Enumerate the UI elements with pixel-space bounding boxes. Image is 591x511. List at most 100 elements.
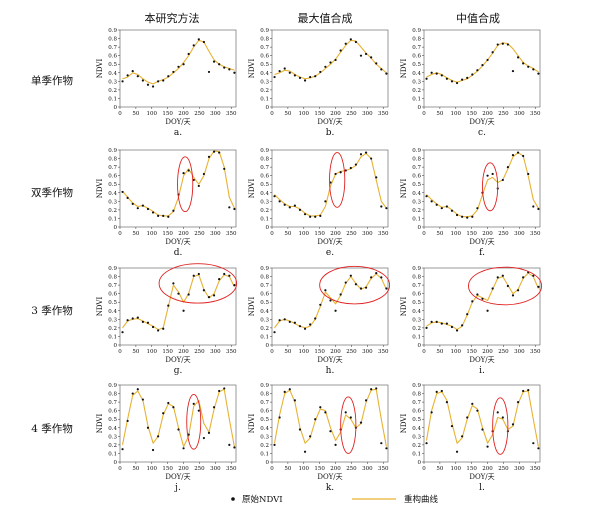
plot-frame [271,267,389,346]
y-tick-label: 0.9 [108,148,117,154]
raw-ndvi-point [466,416,469,419]
y-tick-label: 0.4 [412,309,421,315]
raw-ndvi-point [370,276,373,279]
raw-ndvi-point [466,216,469,219]
x-axis-label: DOY/天 [469,473,494,481]
raw-ndvi-point [339,293,342,296]
y-tick-label: 0.9 [260,383,269,389]
raw-ndvi-point [309,75,312,79]
y-tick-label: 0.8 [260,157,269,163]
raw-ndvi-point [455,329,459,332]
x-tick-label: 350 [226,231,237,237]
y-tick-label: 0.5 [108,62,117,68]
y-tick-label: 0.1 [412,96,421,102]
x-tick-label: 250 [194,111,205,117]
raw-ndvi-point [177,65,180,68]
raw-ndvi-point [334,58,337,62]
y-tick-label: 0.4 [260,426,269,432]
raw-ndvi-point [283,203,286,206]
raw-ndvi-point [496,411,499,414]
x-tick-label: 200 [330,466,341,472]
y-tick-label: 0 [266,343,270,349]
raw-ndvi-point [491,51,494,54]
highlight-ellipse [340,396,357,454]
x-tick-label: 200 [178,231,189,237]
reconstructed-curve [273,388,387,447]
raw-ndvi-point [527,65,530,68]
y-tick-label: 0.2 [412,443,421,449]
y-tick-label: 0.2 [412,208,421,214]
x-tick-label: 0 [422,231,426,237]
row-label-single-season: 单季作物 [31,74,73,87]
x-tick-label: 250 [346,349,357,355]
raw-ndvi-point [461,215,464,218]
raw-ndvi-point [167,304,170,307]
x-tick-label: 350 [530,466,541,472]
raw-ndvi-point [207,70,211,74]
legend-points-label: 原始NDVI [242,494,283,505]
highlight-ellipse [492,397,509,455]
y-tick-label: 0.6 [412,409,421,415]
x-tick-label: 150 [314,349,325,355]
column-title-median-composite: 中值合成 [456,11,500,25]
raw-ndvi-point [131,202,134,205]
x-tick-label: 300 [514,349,525,355]
x-tick-label: 200 [482,231,493,237]
raw-ndvi-point [293,399,296,402]
y-tick-label: 0 [114,225,118,231]
raw-ndvi-point [192,274,195,277]
x-tick-label: 300 [210,466,221,472]
raw-ndvi-point [298,208,302,211]
y-tick-label: 0.1 [412,216,421,222]
raw-ndvi-point [223,387,226,390]
raw-ndvi-point [192,178,195,182]
y-tick-label: 0.8 [412,157,421,163]
plot-frame [423,384,541,463]
raw-ndvi-point [126,74,129,77]
panel-a: 0 50 100 150 200 250 300 350 0 0.1 0.2 0.3 0.4 0.5 0.6… [96,28,237,138]
raw-ndvi-point [126,419,129,423]
x-tick-label: 0 [422,111,426,117]
x-axis-label: DOY/天 [165,356,190,364]
raw-ndvi-point [218,63,221,66]
y-tick-label: 0.9 [108,383,117,389]
raw-ndvi-point [349,166,352,170]
y-tick-label: 0.5 [412,300,421,306]
y-tick-label: 0.4 [108,309,117,315]
raw-ndvi-point [233,446,236,449]
raw-ndvi-point [121,80,124,83]
raw-ndvi-point [471,300,474,303]
x-tick-label: 50 [132,349,139,355]
raw-ndvi-point [197,272,200,276]
raw-ndvi-point [506,166,510,169]
raw-ndvi-point [359,287,363,290]
y-tick-label: 0.5 [260,62,269,68]
row-label-triple-season: 3 季作物 [31,304,73,317]
raw-ndvi-point [532,274,535,277]
x-tick-label: 350 [226,111,237,117]
plot-frame [423,267,541,346]
panel-e: 0 50 100 150 200 250 300 350 0 0.1 0.2 0.3 0.4 0.5 0.6… [248,148,389,258]
y-tick-label: 0.8 [412,275,421,281]
raw-ndvi-point [202,289,206,292]
x-tick-label: 0 [422,466,426,472]
raw-ndvi-point [440,389,443,393]
raw-ndvi-point [288,388,291,391]
reconstructed-curve [274,152,387,217]
raw-ndvi-point [223,66,226,69]
raw-ndvi-point [141,320,144,323]
x-tick-label: 150 [466,231,477,237]
y-tick-label: 0 [114,343,118,349]
raw-ndvi-point [501,42,504,45]
raw-ndvi-point [172,406,175,409]
x-tick-label: 300 [514,466,525,472]
plot-frame [271,384,389,463]
raw-ndvi-point [511,294,515,297]
panel-label: b. [326,128,335,138]
raw-ndvi-point [481,63,484,67]
y-tick-label: 0.9 [412,148,421,154]
raw-ndvi-point [283,67,286,70]
x-axis-label: DOY/天 [317,356,342,364]
raw-ndvi-point [450,424,454,428]
y-tick-label: 0.6 [260,409,269,415]
